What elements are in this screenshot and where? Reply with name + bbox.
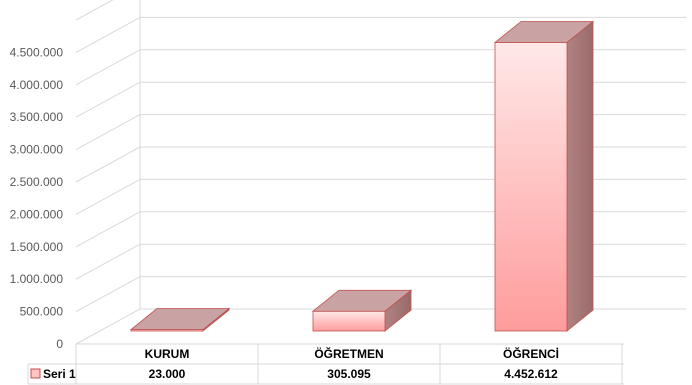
y-tick-label: 2.000.000	[10, 207, 64, 221]
category-label: ÖĞRETMEN	[314, 346, 383, 361]
bar-top	[311, 289, 413, 312]
data-label: 4.452.612	[504, 367, 558, 381]
data-label: 23.000	[149, 367, 186, 381]
y-tick-label: 3.000.000	[10, 143, 64, 157]
gridline-diagonal	[75, 114, 141, 151]
legend-swatch	[30, 368, 41, 379]
legend-entry: Seri 1	[43, 367, 76, 381]
y-tick-label: 1.000.000	[10, 272, 64, 286]
y-axis-ticks: 0 500.000 1.000.000 1.500.000 2.000.000 2.500…	[10, 45, 64, 351]
bar-front	[312, 310, 386, 332]
category-label: ÖĞRENCİ	[503, 346, 559, 361]
gridlines	[75, 0, 686, 345]
y-tick-label: 4.000.000	[10, 78, 64, 92]
bar-top	[129, 308, 231, 330]
bar-öğrenci̇	[493, 20, 595, 332]
category-label: KURUM	[145, 347, 190, 361]
bar-öğretmen	[311, 289, 413, 332]
y-tick-label: 0	[56, 337, 63, 351]
y-tick-label: 1.500.000	[10, 240, 64, 254]
gridline-diagonal	[75, 49, 141, 86]
gridline-diagonal	[75, 308, 141, 345]
data-label: 305.095	[327, 367, 371, 381]
gridline-diagonal	[75, 146, 141, 183]
y-tick-label: 500.000	[20, 305, 64, 319]
gridline-diagonal	[75, 178, 141, 215]
gridline-diagonal	[75, 211, 141, 248]
gridline-diagonal	[75, 0, 114, 21]
bar-kurum	[129, 307, 231, 332]
bars	[129, 20, 595, 332]
data-table: KURUM ÖĞRETMEN ÖĞRENCİ 23.000 305.095 4.452.6…	[27, 343, 624, 385]
y-tick-label: 2.500.000	[10, 175, 64, 189]
bar-front	[494, 42, 568, 332]
bar-top	[493, 21, 595, 43]
gridline-diagonal	[75, 276, 141, 313]
bar-side	[566, 20, 594, 332]
gridline-diagonal	[75, 16, 141, 53]
gridline-diagonal	[75, 243, 141, 280]
y-tick-label: 4.500.000	[10, 45, 64, 59]
y-tick-label: 3.500.000	[10, 110, 64, 124]
gridline-diagonal	[75, 81, 141, 118]
